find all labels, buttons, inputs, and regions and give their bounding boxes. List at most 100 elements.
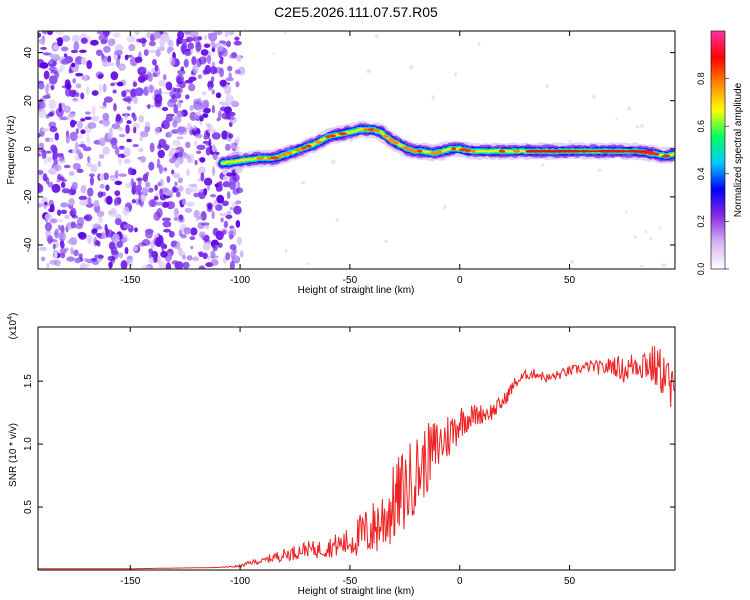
noise-speckle	[145, 181, 151, 188]
noise-speckle	[75, 128, 80, 135]
ridge-hotspot	[401, 146, 409, 150]
top-y-tick-label: -20	[23, 189, 34, 204]
noise-speckle	[374, 34, 380, 39]
noise-speckle	[161, 123, 165, 129]
y-exponent-power: 4	[7, 316, 14, 320]
ridge-hotspot	[294, 148, 304, 152]
noise-speckle	[87, 196, 92, 206]
noise-speckle	[197, 166, 206, 175]
noise-speckle	[173, 207, 179, 218]
noise-speckle	[235, 200, 242, 205]
noise-speckle	[89, 173, 95, 178]
noise-speckle	[147, 72, 153, 83]
noise-speckle	[186, 122, 192, 131]
noise-speckle	[189, 31, 199, 38]
noise-speckle	[103, 172, 109, 181]
noise-speckle	[143, 49, 149, 56]
noise-speckle	[214, 43, 222, 49]
spectrogram-frame	[37, 30, 676, 270]
noise-speckle	[50, 69, 58, 74]
noise-speckle	[155, 126, 160, 136]
noise-speckle	[38, 153, 42, 157]
ridge-hotspot	[325, 135, 331, 139]
noise-speckle	[148, 49, 156, 53]
noise-speckle	[116, 240, 123, 248]
noise-speckle	[210, 193, 217, 198]
noise-speckle	[44, 201, 48, 206]
noise-speckle	[132, 144, 139, 148]
noise-speckle	[177, 69, 186, 75]
noise-speckle	[79, 199, 89, 206]
chart-title: C2E5.2026.111.07.57.R05	[274, 4, 438, 20]
noise-speckle	[158, 79, 167, 87]
noise-speckle	[52, 44, 59, 51]
noise-speckle	[101, 60, 109, 67]
ridge-hotspot	[410, 149, 419, 153]
noise-speckle	[232, 172, 236, 177]
noise-speckle	[140, 193, 147, 203]
noise-speckle	[118, 173, 127, 177]
noise-speckle	[151, 59, 157, 66]
noise-speckle	[188, 76, 197, 82]
noise-speckle	[94, 240, 100, 246]
noise-speckle	[77, 231, 86, 238]
noise-speckle	[200, 49, 209, 56]
noise-speckle	[96, 210, 105, 218]
noise-speckle	[60, 181, 66, 189]
noise-speckle	[91, 228, 98, 234]
noise-speckle	[220, 217, 224, 223]
noise-speckle	[221, 200, 229, 207]
noise-region	[38, 31, 667, 269]
noise-speckle	[49, 218, 58, 224]
noise-speckle	[176, 136, 184, 140]
noise-speckle	[112, 89, 117, 94]
noise-speckle	[172, 149, 180, 154]
noise-speckle	[208, 138, 212, 148]
noise-speckle	[198, 251, 204, 258]
noise-speckle	[166, 175, 171, 183]
top-x-tick-label: -100	[230, 275, 250, 286]
bottom-y-axis: 0.5 1.0 1.5	[23, 374, 675, 514]
noise-speckle	[122, 234, 129, 243]
noise-speckle	[40, 256, 46, 262]
top-y-axis: -40 -20 0 20 40	[23, 47, 675, 252]
noise-speckle	[207, 255, 211, 260]
noise-speckle	[108, 241, 116, 250]
noise-speckle	[218, 40, 227, 44]
noise-speckle	[38, 82, 45, 90]
noise-speckle	[39, 62, 49, 69]
noise-speckle	[97, 74, 104, 80]
noise-speckle	[236, 187, 244, 194]
noise-speckle	[134, 56, 143, 63]
noise-speckle	[184, 51, 192, 57]
noise-speckle	[189, 111, 197, 122]
noise-speckle	[148, 248, 153, 254]
noise-speckle	[134, 227, 138, 233]
noise-speckle	[202, 242, 211, 251]
noise-speckle	[210, 250, 216, 260]
noise-speckle	[168, 230, 175, 238]
top-x-axis-label: Height of straight line (km)	[298, 285, 415, 296]
noise-speckle	[218, 101, 226, 105]
ridge-hotspot	[512, 149, 520, 153]
noise-speckle	[77, 120, 83, 129]
y-exponent-close: )	[8, 313, 19, 316]
y-exponent-label: (x104)	[7, 313, 19, 340]
noise-speckle	[189, 104, 194, 112]
noise-speckle	[180, 233, 187, 239]
noise-speckle	[71, 34, 81, 43]
noise-speckle	[139, 135, 143, 142]
noise-speckle	[229, 244, 237, 251]
noise-speckle	[210, 41, 216, 47]
noise-speckle	[149, 142, 155, 153]
noise-speckle	[155, 201, 165, 206]
noise-speckle	[194, 133, 203, 139]
noise-speckle	[86, 60, 93, 70]
noise-speckle	[649, 236, 653, 241]
noise-speckle	[40, 128, 50, 132]
noise-speckle	[83, 74, 88, 81]
noise-speckle	[218, 59, 224, 65]
noise-speckle	[176, 83, 180, 88]
noise-speckle	[118, 134, 126, 138]
noise-speckle	[59, 176, 65, 181]
